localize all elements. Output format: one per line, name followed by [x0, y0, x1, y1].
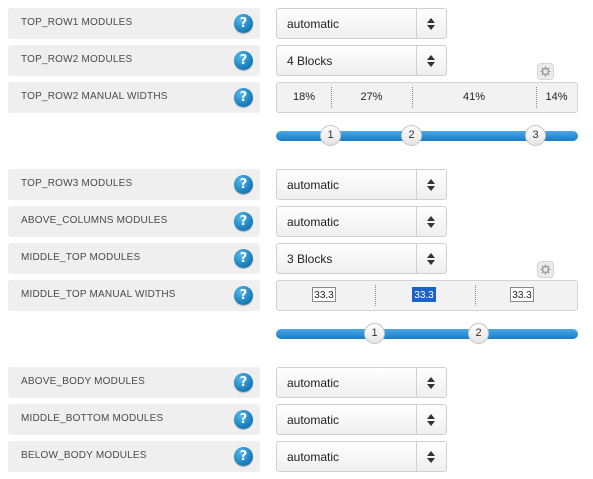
below-body-setting: BELOW_BODY MODULES ? automatic [0, 441, 593, 472]
select-value: automatic [287, 178, 340, 192]
top-row2-setting: TOP_ROW2 MODULES ? 4 Blocks [0, 45, 593, 76]
select-value: automatic [287, 413, 340, 427]
slider-handle-1[interactable]: 1 [320, 125, 341, 146]
width-segment: 27% [331, 83, 412, 112]
segment-divider [331, 87, 332, 108]
setting-label: MIDDLE_TOP MANUAL WIDTHS ? [8, 280, 260, 311]
segment-divider [536, 87, 537, 108]
above-columns-select[interactable]: automatic [276, 206, 447, 237]
setting-label: BELOW_BODY MODULES ? [8, 441, 260, 472]
widths-bar: 18% 27% 41% 14% [276, 82, 578, 113]
width-input[interactable]: 33.3 [412, 287, 436, 302]
widths-bar: 33.3 33.3 33.3 [276, 280, 578, 311]
segment-divider [412, 87, 413, 108]
segment-width: 18% [292, 91, 316, 103]
help-icon[interactable]: ? [234, 447, 253, 466]
slider-handle-1[interactable]: 1 [364, 323, 385, 344]
segment-divider [375, 285, 376, 306]
select-value: automatic [287, 450, 340, 464]
help-icon[interactable]: ? [234, 373, 253, 392]
help-icon[interactable]: ? [234, 51, 253, 70]
segment-width: 27% [360, 91, 383, 103]
segment-divider [475, 285, 476, 306]
chevron-updown-icon [416, 405, 446, 434]
chevron-updown-icon [416, 46, 446, 75]
setting-label: TOP_ROW2 MANUAL WIDTHS ? [8, 82, 260, 113]
setting-label-text: MIDDLE_TOP MANUAL WIDTHS [21, 289, 176, 300]
top-row3-setting: TOP_ROW3 MODULES ? automatic [0, 169, 593, 200]
top-row2-width-slider[interactable]: 1 2 3 [276, 125, 578, 146]
setting-label-text: ABOVE_BODY MODULES [21, 376, 146, 387]
width-segment: 41% [412, 83, 536, 112]
width-segment: 14% [536, 83, 577, 112]
setting-label-text: TOP_ROW3 MODULES [21, 178, 133, 189]
top-row2-widths-setting: TOP_ROW2 MANUAL WIDTHS ? 18% 27% 41% 14% [0, 82, 593, 113]
above-body-setting: ABOVE_BODY MODULES ? automatic [0, 367, 593, 398]
top-row3-select[interactable]: automatic [276, 169, 447, 200]
slider-handle-2[interactable]: 2 [401, 125, 422, 146]
setting-label-text: TOP_ROW2 MODULES [21, 54, 133, 65]
setting-label: TOP_ROW1 MODULES ? [8, 8, 260, 39]
segment-width: 14% [545, 91, 568, 103]
setting-label-text: TOP_ROW1 MODULES [21, 17, 133, 28]
width-input[interactable]: 33.3 [510, 287, 534, 302]
setting-label: TOP_ROW2 MODULES ? [8, 45, 260, 76]
help-icon[interactable]: ? [234, 14, 253, 33]
top-row1-select[interactable]: automatic [276, 8, 447, 39]
select-value: automatic [287, 215, 340, 229]
chevron-updown-icon [416, 368, 446, 397]
help-icon[interactable]: ? [234, 88, 253, 107]
select-value: 3 Blocks [287, 252, 333, 266]
chevron-updown-icon [416, 244, 446, 273]
setting-label-text: MIDDLE_TOP MODULES [21, 252, 141, 263]
chevron-updown-icon [416, 9, 446, 38]
width-input[interactable]: 33.3 [312, 287, 336, 302]
select-value: automatic [287, 376, 340, 390]
select-value: 4 Blocks [287, 54, 333, 68]
above-columns-setting: ABOVE_COLUMNS MODULES ? automatic [0, 206, 593, 237]
help-icon[interactable]: ? [234, 410, 253, 429]
help-icon[interactable]: ? [234, 286, 253, 305]
middle-top-width-slider[interactable]: 1 2 [276, 323, 578, 344]
top-row1-setting: TOP_ROW1 MODULES ? automatic [0, 8, 593, 39]
middle-top-setting: MIDDLE_TOP MODULES ? 3 Blocks [0, 243, 593, 274]
chevron-updown-icon [416, 207, 446, 236]
setting-label-text: BELOW_BODY MODULES [21, 450, 147, 461]
top-row2-select[interactable]: 4 Blocks [276, 45, 447, 76]
gear-icon[interactable] [537, 261, 554, 278]
width-segment: 18% [277, 83, 331, 112]
setting-label-text: ABOVE_COLUMNS MODULES [21, 215, 168, 226]
middle-bottom-select[interactable]: automatic [276, 404, 447, 435]
help-icon[interactable]: ? [234, 249, 253, 268]
setting-label: MIDDLE_TOP MODULES ? [8, 243, 260, 274]
gear-icon[interactable] [537, 63, 554, 80]
setting-label-text: MIDDLE_BOTTOM MODULES [21, 413, 164, 424]
above-body-select[interactable]: automatic [276, 367, 447, 398]
slider-handle-2[interactable]: 2 [468, 323, 489, 344]
middle-bottom-setting: MIDDLE_BOTTOM MODULES ? automatic [0, 404, 593, 435]
segment-width: 41% [462, 91, 486, 103]
setting-label-text: TOP_ROW2 MANUAL WIDTHS [21, 91, 168, 102]
below-body-select[interactable]: automatic [276, 441, 447, 472]
setting-label: ABOVE_COLUMNS MODULES ? [8, 206, 260, 237]
setting-label: ABOVE_BODY MODULES ? [8, 367, 260, 398]
select-value: automatic [287, 17, 340, 31]
help-icon[interactable]: ? [234, 212, 253, 231]
help-icon[interactable]: ? [234, 175, 253, 194]
setting-label: TOP_ROW3 MODULES ? [8, 169, 260, 200]
slider-handle-3[interactable]: 3 [525, 125, 546, 146]
middle-top-select[interactable]: 3 Blocks [276, 243, 447, 274]
chevron-updown-icon [416, 170, 446, 199]
middle-top-widths-setting: MIDDLE_TOP MANUAL WIDTHS ? 33.3 33.3 33.… [0, 280, 593, 311]
chevron-updown-icon [416, 442, 446, 471]
setting-label: MIDDLE_BOTTOM MODULES ? [8, 404, 260, 435]
